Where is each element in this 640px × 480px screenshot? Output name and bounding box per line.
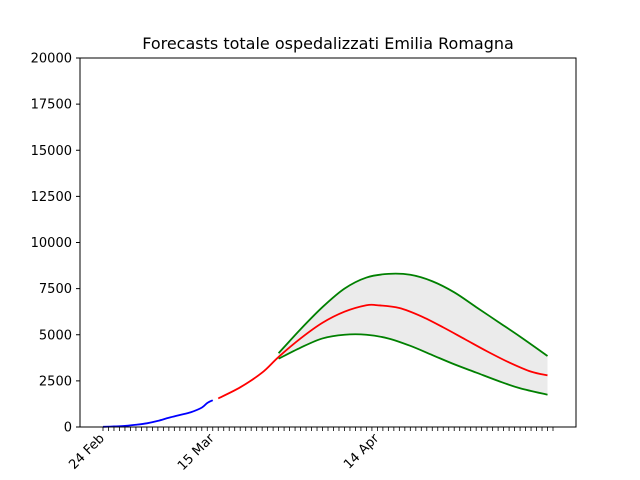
confidence-band-layer <box>278 273 548 395</box>
y-tick-label: 20000 <box>31 52 72 67</box>
chart-title: Forecasts totale ospedalizzati Emilia Ro… <box>142 34 514 53</box>
series-line-observed <box>102 399 214 428</box>
y-tick-label: 12500 <box>31 190 72 205</box>
y-tick-label: 0 <box>64 421 72 436</box>
x-tick-label: 15 Mar <box>175 431 218 474</box>
y-tick-label: 7500 <box>39 282 72 297</box>
series-line-forecast <box>217 303 548 400</box>
y-tick-label: 5000 <box>39 328 72 343</box>
series-line-upper <box>277 272 549 357</box>
series-line-lower <box>278 333 548 396</box>
x-tick-label: 24 Feb <box>66 431 108 473</box>
y-tick-label: 17500 <box>31 98 72 113</box>
y-tick-label: 15000 <box>31 144 72 159</box>
series-layer <box>102 272 549 428</box>
y-tick-label: 10000 <box>31 236 72 251</box>
y-tick-label: 2500 <box>39 374 72 389</box>
x-tick-label: 14 Apr <box>341 431 383 473</box>
axis-layer: 0 2500 5000 7500 10000 12500 15000 17500 20000 24… <box>31 52 577 474</box>
confidence-band <box>278 273 548 395</box>
